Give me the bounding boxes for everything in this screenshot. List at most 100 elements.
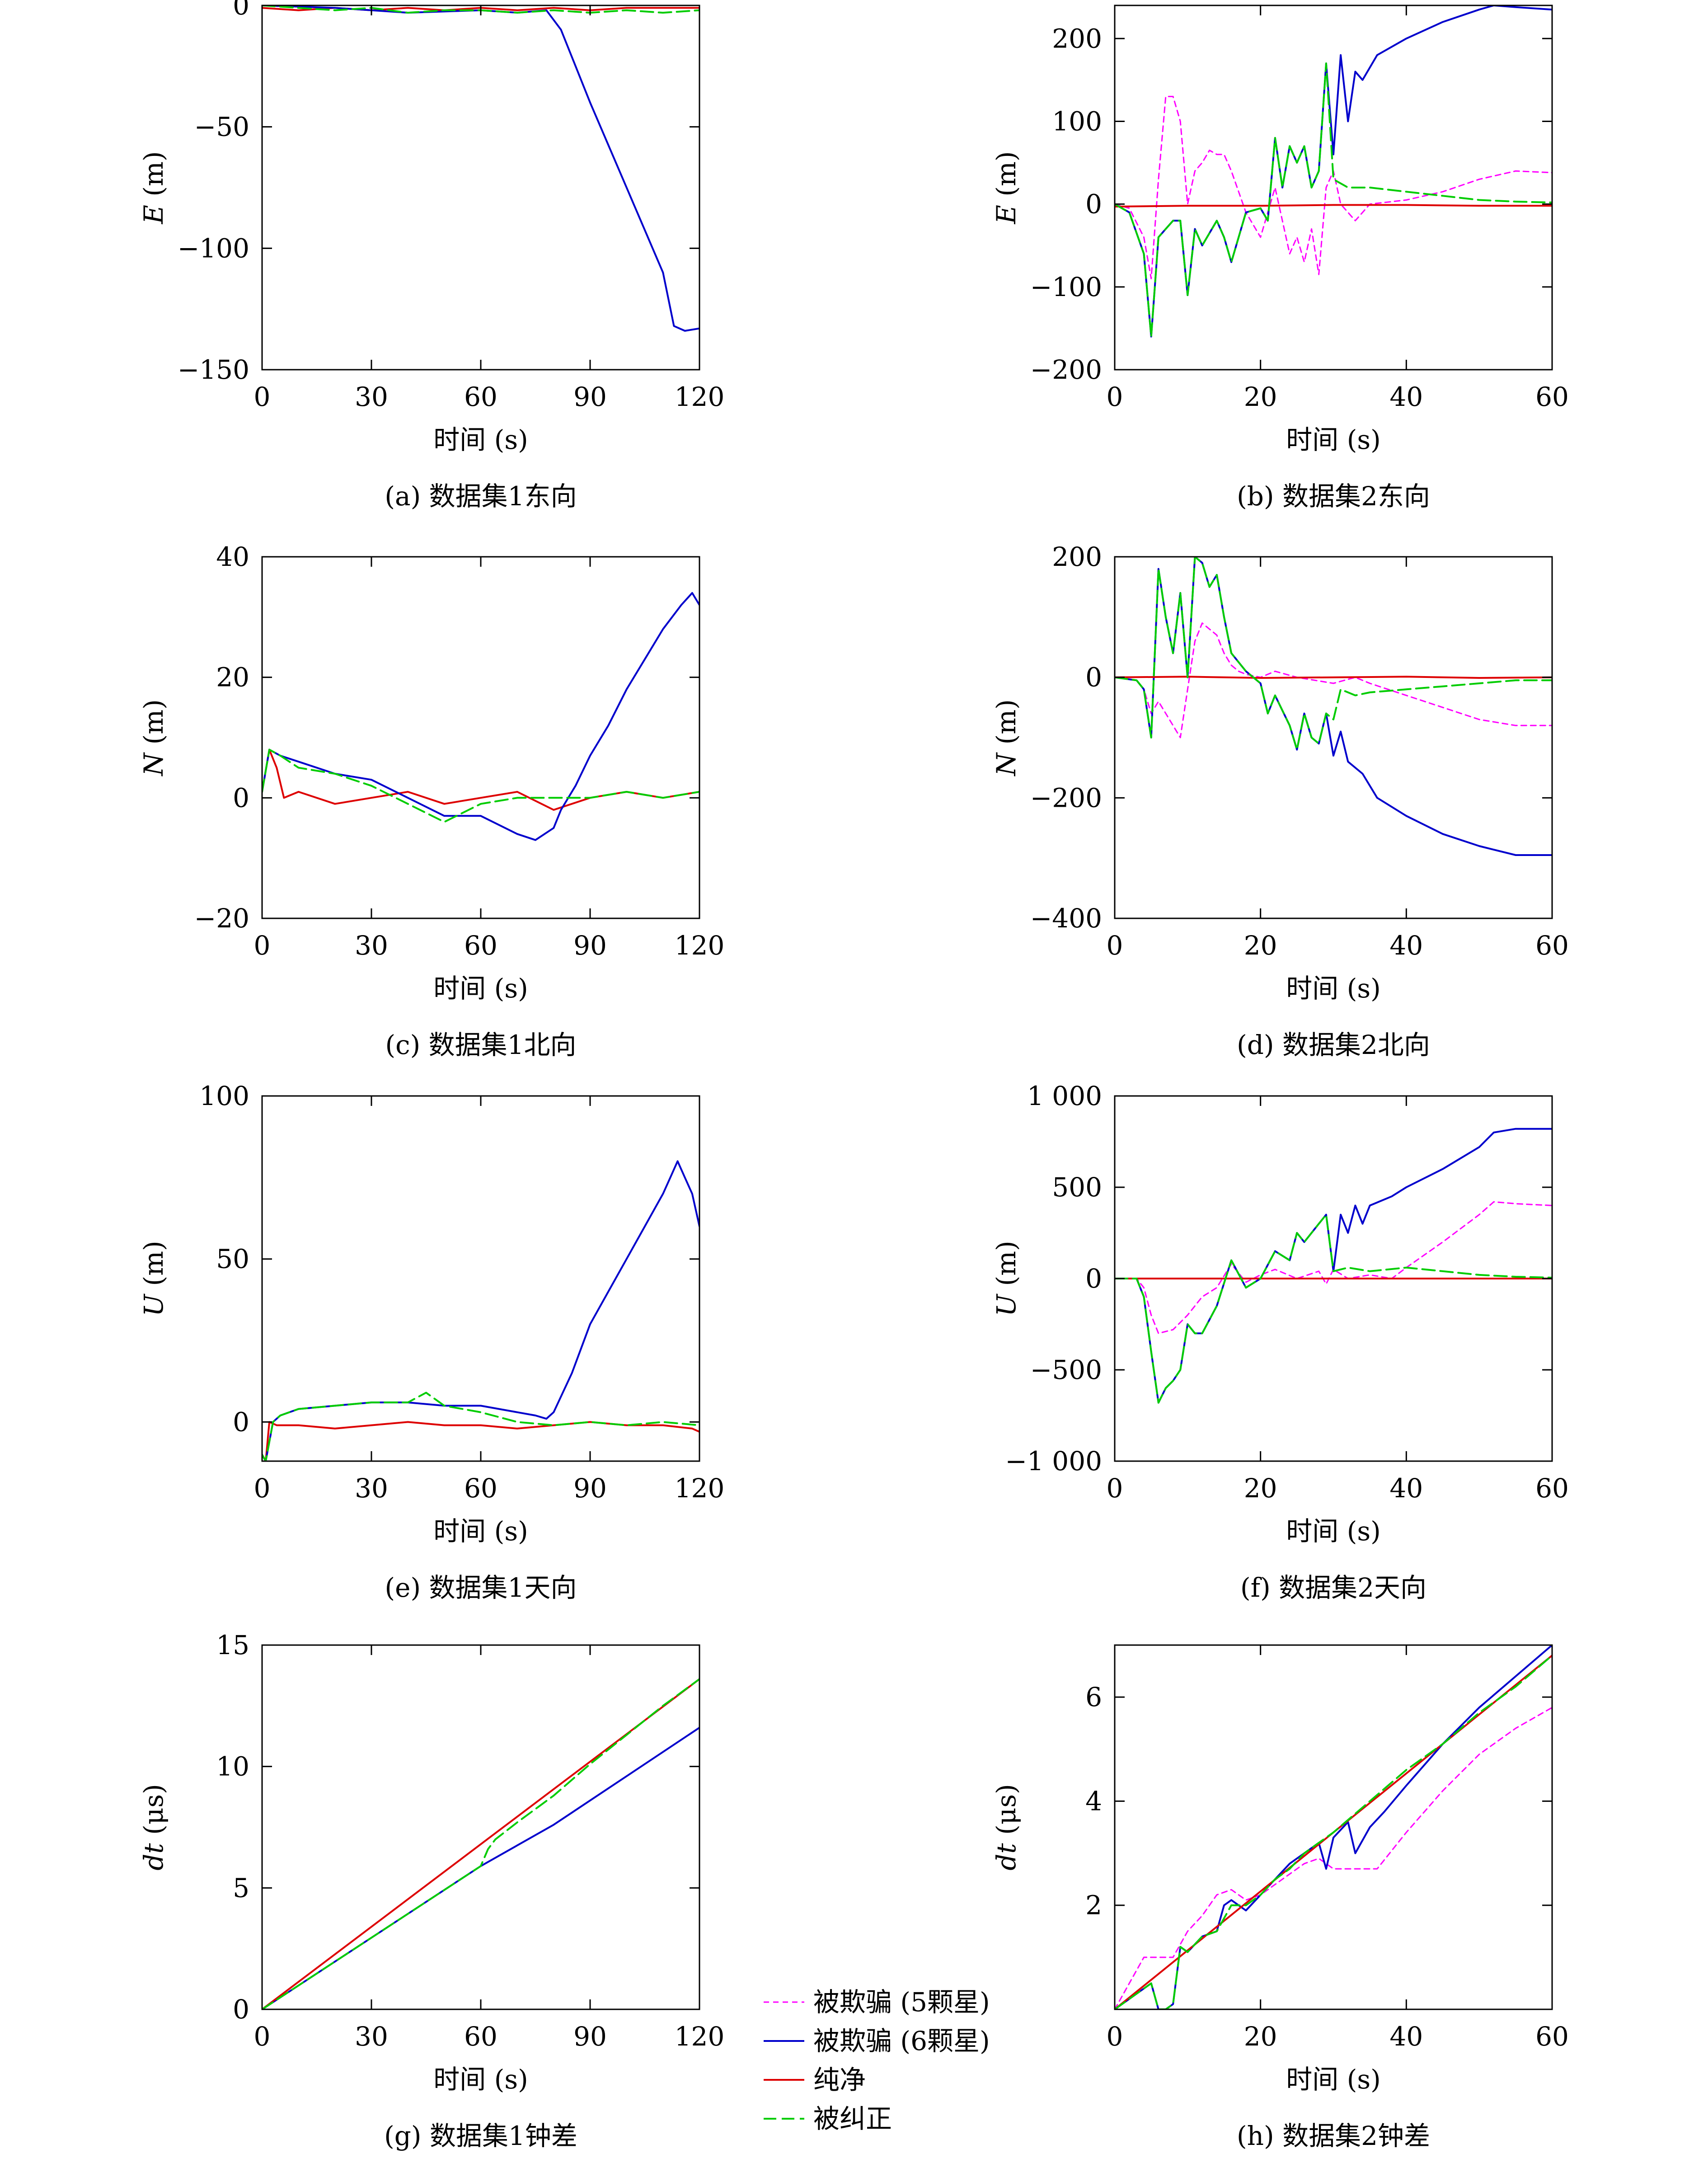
y-axis-unit: (m) [991, 151, 1022, 205]
legend-label-corrected: 被纠正 [813, 2103, 892, 2134]
y-tick-label: −200 [1030, 782, 1102, 813]
y-axis-variable: N [991, 752, 1022, 777]
y-tick-label: 500 [1052, 1172, 1102, 1203]
chart-panel-f: 0 20 40 60 −1 000 −500 0 500 1 000 时间 (s) U (m) (f)… [991, 1081, 1569, 1603]
chart-panel-b: 0 20 40 60 −200 −100 0 100 200 时间 (s) E (m) (b) 数据集… [991, 5, 1569, 512]
plot-frame [261, 556, 700, 919]
series-group [262, 5, 699, 332]
x-axis-label: 时间 (s) [433, 424, 528, 455]
x-tick-label: 0 [1107, 381, 1123, 412]
y-axis-variable: dt [991, 1843, 1022, 1871]
x-tick-label: 120 [675, 2021, 725, 2052]
x-tick-label: 0 [254, 1473, 271, 1504]
y-tick-label: −20 [194, 903, 249, 934]
series-group [1115, 1128, 1552, 1404]
series-line-spoofed5 [1115, 622, 1552, 738]
y-axis-label: E (m) [991, 151, 1022, 224]
y-axis-variable: U [991, 1293, 1022, 1317]
x-tick-label: 0 [254, 2021, 271, 2052]
y-tick-label: −50 [194, 112, 249, 142]
series-line-corrected [262, 748, 699, 823]
y-tick-label: 200 [1052, 541, 1102, 572]
x-tick-label: 40 [1389, 381, 1423, 412]
y-tick-label: −1 000 [1005, 1446, 1102, 1476]
x-tick-label: 30 [355, 930, 388, 961]
y-tick-label: 40 [216, 541, 249, 572]
x-tick-label: 30 [355, 2021, 388, 2052]
y-tick-label: 5 [233, 1872, 249, 1903]
y-axis-unit: (μs) [991, 1784, 1022, 1843]
y-tick-label: 0 [233, 1994, 249, 2025]
series-line-clean [262, 1421, 699, 1461]
x-axis-label: 时间 (s) [1286, 1516, 1380, 1547]
series-group [1115, 5, 1552, 338]
y-tick-label: 100 [1052, 106, 1102, 136]
series-line-spoofed6 [1115, 1645, 1552, 2009]
series-group [262, 1678, 699, 2009]
y-axis-variable: E [991, 205, 1022, 224]
series-line-corrected [1115, 1213, 1552, 1404]
chart-panel-e: 0 30 60 90 120 0 50 100 时间 (s) U (m) (e) 数据集1天向 [138, 1081, 724, 1603]
x-tick-label: 90 [573, 1473, 607, 1504]
y-axis-label: U (m) [138, 1241, 169, 1317]
x-tick-label: 60 [464, 2021, 497, 2052]
x-axis-label: 时间 (s) [433, 973, 528, 1004]
y-tick-label: 4 [1085, 1786, 1102, 1816]
x-tick-label: 90 [573, 2021, 607, 2052]
y-axis-label: N (m) [991, 699, 1022, 776]
x-axis-label: 时间 (s) [1286, 2064, 1380, 2095]
x-tick-label: 120 [675, 381, 725, 412]
series-group [262, 592, 699, 841]
legend-label-spoofed6: 被欺骗 (6颗星) [813, 2026, 990, 2056]
x-tick-label: 60 [1535, 381, 1569, 412]
chart-panel-d: 0 20 40 60 −400 −200 0 200 时间 (s) N (m) (d) 数据集2北向 [991, 541, 1569, 1060]
x-tick-label: 0 [1107, 1473, 1123, 1504]
subfigure-caption: (g) 数据集1钟差 [384, 2121, 577, 2151]
y-axis-variable: E [138, 205, 169, 224]
x-axis-label: 时间 (s) [433, 2064, 528, 2095]
series-line-clean [1115, 204, 1552, 208]
x-tick-label: 30 [355, 381, 388, 412]
y-axis-unit: (m) [138, 699, 169, 753]
subfigure-caption: (h) 数据集2钟差 [1237, 2121, 1430, 2151]
chart-panel-h: 0 20 40 60 2 4 6 时间 (s) dt (μs) (h) 数据集2钟差 [991, 1644, 1569, 2151]
y-axis-unit: (m) [138, 1241, 169, 1294]
subfigure-caption: (b) 数据集2东向 [1237, 481, 1430, 512]
plot-frame [261, 1644, 700, 2010]
series-line-spoofed6 [262, 592, 699, 841]
series-line-corrected [262, 1678, 699, 2009]
x-tick-label: 90 [573, 381, 607, 412]
y-tick-label: 0 [233, 0, 249, 21]
y-axis-label: N (m) [138, 699, 169, 776]
x-tick-label: 60 [1535, 930, 1569, 961]
y-tick-label: −100 [178, 233, 249, 263]
series-line-spoofed6 [262, 5, 699, 332]
series-line-clean [262, 748, 699, 811]
y-tick-label: 50 [216, 1244, 249, 1274]
y-tick-label: 100 [199, 1081, 249, 1111]
x-tick-label: 40 [1389, 930, 1423, 961]
x-tick-label: 20 [1244, 930, 1277, 961]
subfigure-caption: (a) 数据集1东向 [385, 481, 577, 512]
x-tick-label: 20 [1244, 381, 1277, 412]
series-line-corrected [1115, 557, 1552, 751]
x-tick-label: 30 [355, 1473, 388, 1504]
subfigure-caption: (c) 数据集1北向 [385, 1030, 576, 1060]
x-tick-label: 0 [1107, 2021, 1123, 2052]
series-group [262, 1160, 699, 1461]
x-tick-label: 0 [254, 381, 271, 412]
x-tick-label: 60 [464, 1473, 497, 1504]
x-tick-label: 40 [1389, 1473, 1423, 1504]
legend-label-spoofed5: 被欺骗 (5颗星) [813, 1987, 990, 2017]
y-tick-label: 200 [1052, 23, 1102, 54]
y-axis-label: U (m) [991, 1241, 1022, 1317]
y-axis-variable: N [138, 752, 169, 777]
y-tick-label: −150 [178, 354, 249, 385]
x-tick-label: 60 [1535, 1473, 1569, 1504]
y-tick-label: 10 [216, 1751, 249, 1782]
y-tick-label: 0 [233, 1406, 249, 1437]
y-axis-label: dt (μs) [991, 1784, 1022, 1871]
